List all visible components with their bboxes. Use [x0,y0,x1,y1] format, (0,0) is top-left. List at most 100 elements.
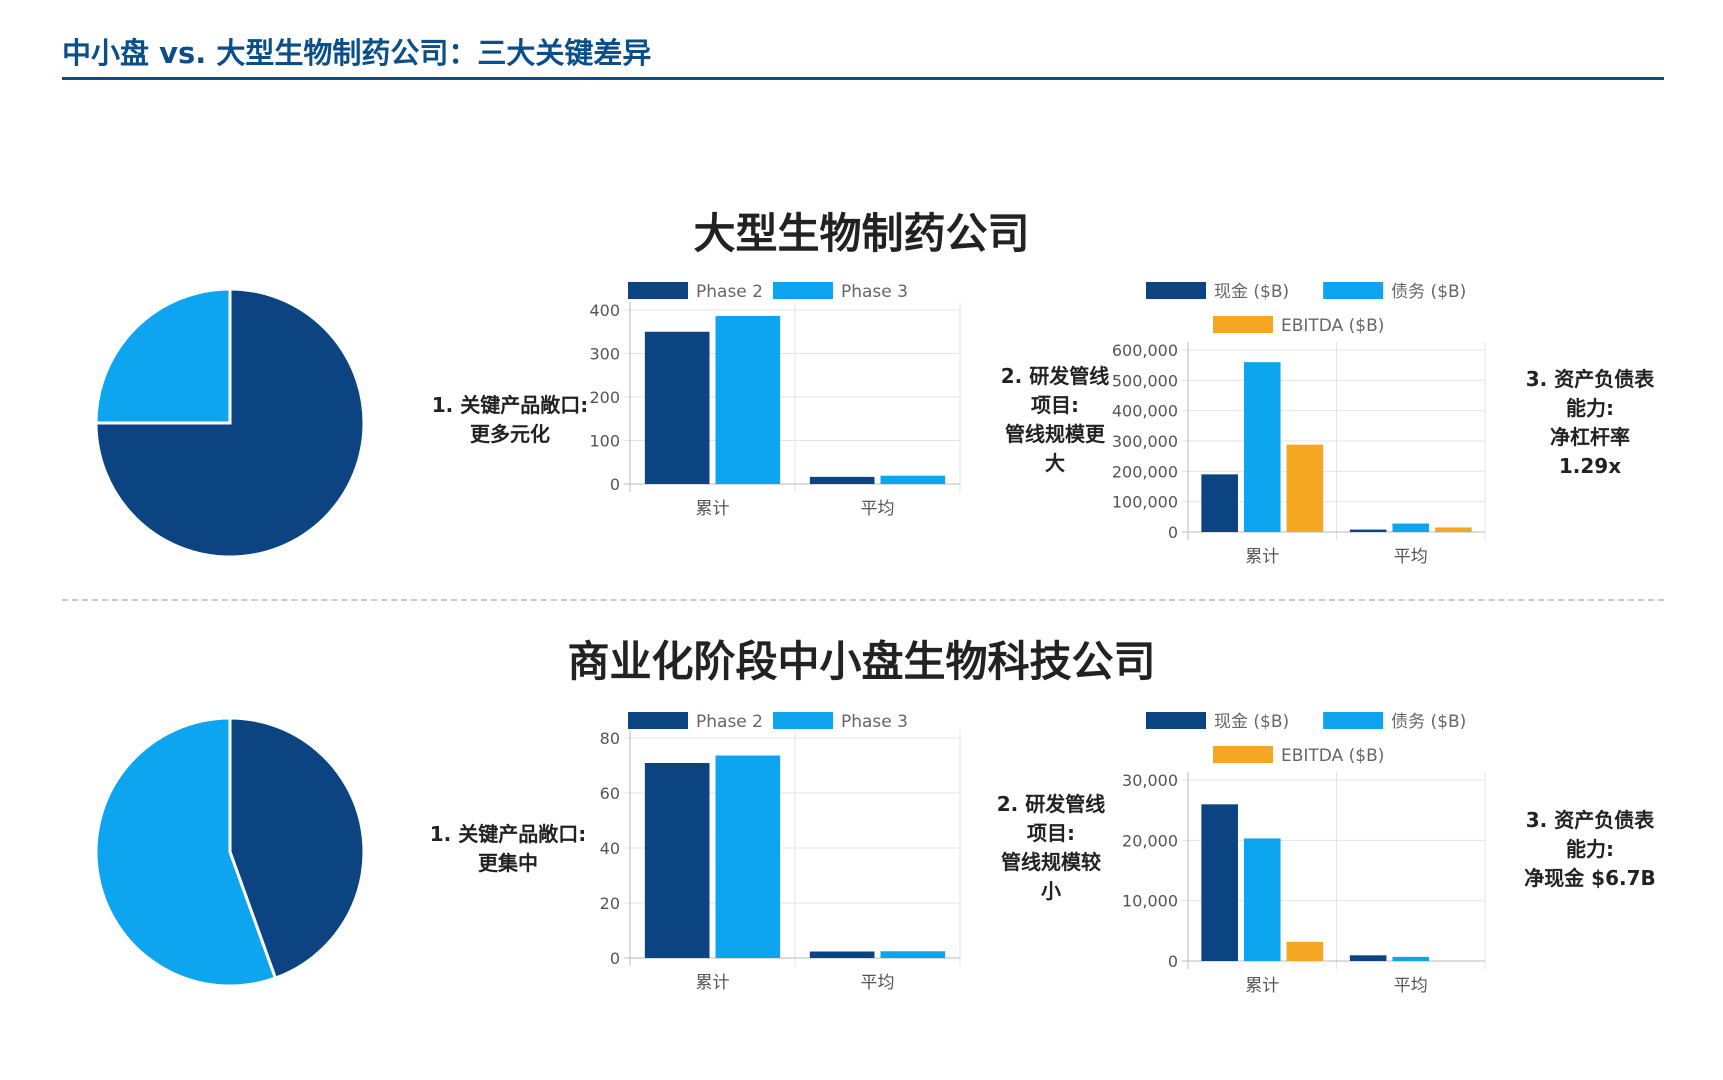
label-line: 2. 研发管线 [996,792,1106,816]
label-line: 1.29x [1558,454,1622,478]
pie-chart-large [94,287,366,559]
label-line: 管线规模更 [1005,422,1105,446]
bar [1435,527,1472,532]
legend-label: Phase 3 [841,712,908,732]
y-tick-label: 200 [589,388,620,407]
bar [809,476,875,484]
y-tick-label: 300 [589,345,620,364]
legend-label: EBITDA ($B) [1281,746,1384,766]
bar [644,763,710,958]
x-tick-label: 累计 [696,973,730,993]
legend-swatch [772,712,833,729]
bar [715,315,781,484]
bar [1243,838,1281,961]
x-tick-label: 累计 [1245,976,1279,996]
balance-chart-large: 现金 ($B) 债务 ($B) EBITDA ($B) 0 100,000 200,000… [1112,282,1486,567]
label-line: 项目: [1031,393,1079,417]
legend-swatch [1146,712,1206,729]
header-rule [62,77,1664,80]
legend-swatch [1213,316,1273,333]
legend-label: Phase 2 [696,712,763,732]
legend-swatch [1146,282,1206,299]
label-line: 1. 关键产品敞口: [431,393,589,417]
legend-swatch [1213,746,1273,763]
y-tick-label: 20,000 [1122,831,1178,850]
label-line: 大 [1045,451,1065,475]
legend-swatch [1323,712,1384,729]
y-tick-label: 500,000 [1112,371,1178,390]
label-line: 2. 研发管线 [1000,364,1110,388]
legend-swatch [1323,282,1384,299]
bar [715,755,781,958]
x-tick-label: 平均 [1394,976,1428,996]
label-balance-large: 3. 资产负债表 能力: 净杠杆率 1.29x [1515,365,1665,481]
bar [1349,529,1387,532]
balance-chart-small: 现金 ($B) 债务 ($B) EBITDA ($B) 0 10,000 20,000 30… [1122,712,1486,996]
label-pipeline-large: 2. 研发管线 项目: 管线规模更 大 [990,362,1120,478]
legend-label: 债务 ($B) [1391,282,1466,302]
legend-label: 债务 ($B) [1391,712,1466,732]
bar [1392,956,1430,961]
legend-swatch [772,282,833,299]
x-tick-label: 平均 [1394,547,1428,567]
y-tick-label: 40 [600,839,620,858]
pie-chart-small [94,716,366,988]
label-line: 3. 资产负债表 [1525,808,1655,832]
label-line: 净杠杆率 [1550,425,1630,449]
bar [644,331,710,484]
pipeline-chart-large: Phase 2 Phase 3 0 100 200 300 400 累计 平均 [589,282,961,519]
label-line: 小 [1041,879,1061,903]
pie-slice [94,716,278,988]
pipeline-chart-small: Phase 2 Phase 3 0 20 40 60 80 累计 平均 [600,712,961,993]
bar [880,951,946,958]
section-title-small: 商业化阶段中小盘生物科技公司 [567,637,1156,686]
label-line: 管线规模较 [1001,850,1101,874]
y-tick-label: 0 [1168,523,1178,542]
y-tick-label: 0 [1168,952,1178,971]
pie-slice [228,716,366,980]
label-line: 更集中 [478,851,538,875]
label-line: 3. 资产负债表 [1525,367,1655,391]
page-title: 中小盘 vs. 大型生物制药公司：三大关键差异 [62,36,652,70]
label-exposure-small: 1. 关键产品敞口: 更集中 [416,820,600,878]
legend-swatch [628,282,688,299]
label-line: 更多元化 [470,422,550,446]
x-tick-label: 平均 [861,973,895,993]
label-exposure-large: 1. 关键产品敞口: 更多元化 [418,391,602,449]
legend-label: 现金 ($B) [1214,282,1289,302]
bar [1201,804,1238,961]
y-tick-label: 20 [600,894,620,913]
y-tick-label: 80 [600,729,620,748]
bar [809,951,875,958]
pie-slice [94,287,232,425]
label-line: 项目: [1027,821,1075,845]
section-divider [62,599,1664,601]
x-tick-label: 累计 [696,499,730,519]
y-tick-label: 400,000 [1112,402,1178,421]
legend-label: 现金 ($B) [1214,712,1289,732]
bar [1392,523,1430,532]
label-line: 净现金 $6.7B [1524,866,1656,890]
y-tick-label: 30,000 [1122,771,1178,790]
bar [1286,444,1324,532]
legend-label: Phase 3 [841,282,908,302]
bar [880,475,946,484]
legend-swatch [628,712,688,729]
label-pipeline-small: 2. 研发管线 项目: 管线规模较 小 [986,790,1116,906]
bar [1201,474,1238,532]
y-tick-label: 100 [589,432,620,451]
bar [1349,955,1387,961]
y-tick-label: 10,000 [1122,892,1178,911]
section-title-large: 大型生物制药公司 [693,209,1030,258]
y-tick-label: 200,000 [1112,462,1178,481]
y-tick-label: 600,000 [1112,341,1178,360]
legend-label: EBITDA ($B) [1281,316,1384,336]
legend-label: Phase 2 [696,282,763,302]
x-tick-label: 累计 [1245,547,1279,567]
label-line: 1. 关键产品敞口: [429,822,587,846]
bar [1286,941,1324,961]
y-tick-label: 100,000 [1112,493,1178,512]
label-balance-small: 3. 资产负债表 能力: 净现金 $6.7B [1510,806,1670,893]
label-line: 能力: [1566,396,1614,420]
y-tick-label: 0 [610,475,620,494]
